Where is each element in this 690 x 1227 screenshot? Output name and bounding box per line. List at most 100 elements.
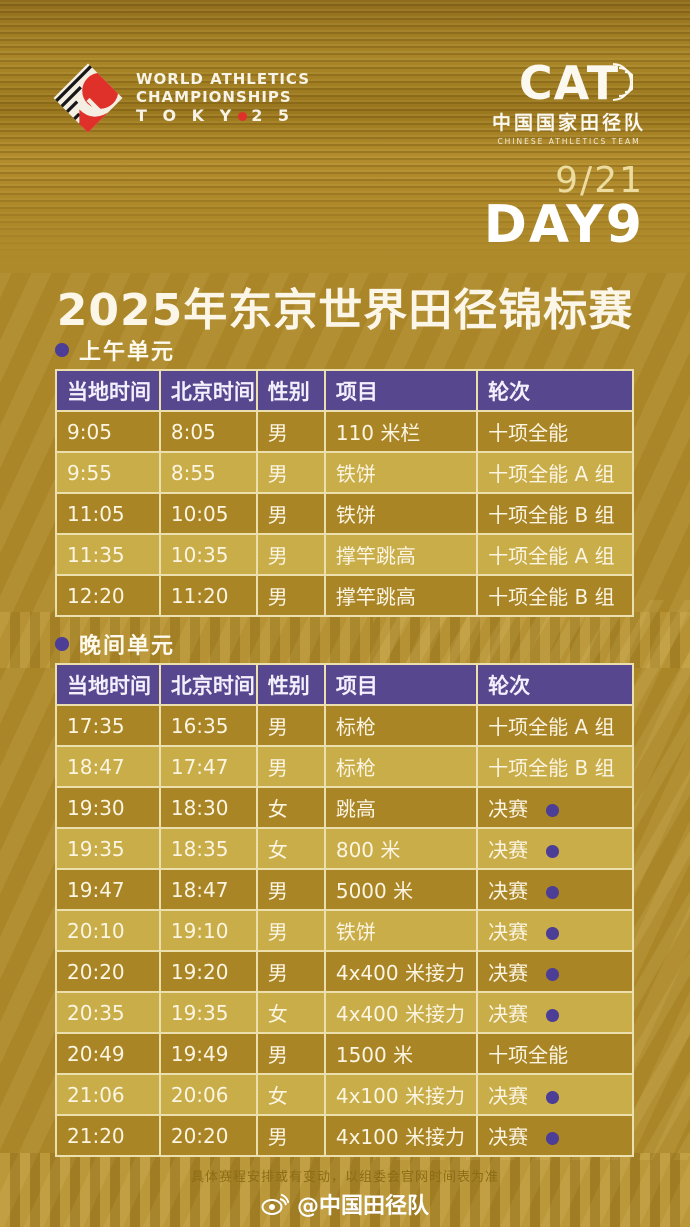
cell-beijing: 19:20	[158, 950, 258, 993]
round-label: 决赛	[488, 879, 529, 903]
schedule-table: 当地时间 北京时间 性别 项目 轮次 17:35 16:35 男标枪 十项全能 A 组 18:4…	[55, 663, 634, 1157]
cell-local: 19:30	[55, 786, 161, 829]
round-label: 十项全能 A 组	[488, 544, 615, 568]
cell-gender: 男	[255, 533, 326, 576]
date-block: 9/21 DAY9	[484, 160, 644, 255]
session-label: 晚间单元	[55, 632, 634, 659]
page-title: 2025年东京世界田径锦标赛	[56, 285, 634, 336]
cat-name-english: CHINESE ATHLETICS TEAM	[497, 137, 641, 146]
cell-event: 4x400 米接力	[323, 991, 479, 1034]
cell-beijing: 20:20	[158, 1114, 258, 1157]
session-label: 上午单元	[55, 338, 634, 365]
column-header: 轮次	[476, 369, 634, 412]
cell-local: 11:35	[55, 533, 161, 576]
cat-logo: CAT 中国国家田径队 CHINESE ATHLETICS TEAM	[492, 60, 646, 146]
column-header: 北京时间	[158, 663, 258, 706]
cell-local: 20:35	[55, 991, 161, 1034]
cell-local: 11:05	[55, 492, 161, 535]
schedule-row: 11:05 10:05 男铁饼 十项全能 B 组	[55, 492, 634, 535]
round-label: 十项全能	[488, 421, 569, 445]
table-header-row: 当地时间 北京时间 性别 项目 轮次	[55, 369, 634, 412]
final-dot-icon	[546, 845, 560, 858]
round-label: 决赛	[488, 838, 529, 862]
schedule-row: 21:06 20:06 女 4x100 米接力 决赛	[55, 1073, 634, 1116]
cell-round: 十项全能 A 组	[476, 451, 634, 494]
schedule-row: 21:20 20:20 男 4x100 米接力 决赛	[55, 1114, 634, 1157]
schedule-table: 当地时间 北京时间 性别 项目 轮次 9:05 8:05 男 110 米栏 十项全能 9:55 8:…	[55, 369, 634, 617]
cell-event: 1500 米	[323, 1032, 479, 1075]
cell-round: 十项全能 B 组	[476, 492, 634, 535]
cell-beijing: 20:06	[158, 1073, 258, 1116]
schedule-row: 20:10 19:10 男铁饼 决赛	[55, 909, 634, 952]
round-label: 决赛	[488, 797, 529, 821]
cell-gender: 女	[255, 786, 326, 829]
schedule-row: 20:20 19:20 男 4x400 米接力 决赛	[55, 950, 634, 993]
date-label: 9/21	[555, 160, 644, 201]
column-header: 性别	[255, 663, 326, 706]
session-block: 晚间单元 当地时间 北京时间 性别 项目 轮次 17:35 16:35 男标枪 十项全能 A …	[55, 632, 634, 1157]
schedule-row: 18:47 17:47 男标枪 十项全能 B 组	[55, 745, 634, 788]
world-athletics-logo: WORLD ATHLETICS CHAMPIONSHIPS T O K Y 2 …	[52, 62, 310, 134]
round-label: 决赛	[488, 1084, 529, 1108]
cell-gender: 男	[255, 574, 326, 617]
final-dot-icon	[546, 1132, 560, 1145]
cell-round: 十项全能 B 组	[476, 745, 634, 788]
cell-gender: 男	[255, 451, 326, 494]
schedule-row: 20:49 19:49 男 1500 米十项全能	[55, 1032, 634, 1075]
wa-logo-line3: T O K Y 2 5	[136, 106, 310, 125]
day-label: DAY9	[483, 195, 644, 255]
session-label-text: 上午单元	[79, 340, 176, 365]
cell-gender: 女	[255, 1073, 326, 1116]
disclaimer-text: 具体赛程安排或有变动，以组委会官网时间表为准	[190, 1170, 499, 1185]
cell-round: 决赛	[476, 991, 634, 1034]
column-header: 北京时间	[158, 369, 258, 412]
cell-event: 4x100 米接力	[323, 1073, 479, 1116]
weibo-credit: @中国田径队	[0, 1188, 690, 1220]
cell-beijing: 18:47	[158, 868, 258, 911]
column-header: 当地时间	[55, 369, 161, 412]
column-header: 项目	[323, 369, 479, 412]
bullet-icon	[55, 637, 69, 651]
stripe-texture-bottom	[0, 1153, 690, 1227]
round-label: 决赛	[488, 920, 529, 944]
stripe-texture-mid	[0, 612, 690, 668]
wa-logo-text: WORLD ATHLETICS CHAMPIONSHIPS T O K Y 2 …	[136, 70, 310, 125]
cell-local: 20:20	[55, 950, 161, 993]
cell-event: 4x100 米接力	[323, 1114, 479, 1157]
cell-local: 20:10	[55, 909, 161, 952]
cell-beijing: 11:20	[158, 574, 258, 617]
schedule-row: 17:35 16:35 男标枪 十项全能 A 组	[55, 704, 634, 747]
schedule-row: 19:30 18:30 女跳高 决赛	[55, 786, 634, 829]
cell-beijing: 18:35	[158, 827, 258, 870]
schedule-row: 9:55 8:55 男铁饼 十项全能 A 组	[55, 451, 634, 494]
final-dot-icon	[546, 1009, 560, 1022]
final-dot-icon	[546, 886, 560, 899]
red-dot-icon	[238, 111, 248, 121]
cell-local: 9:05	[55, 410, 161, 453]
cell-gender: 男	[255, 745, 326, 788]
schedule-row: 9:05 8:05 男 110 米栏 十项全能	[55, 410, 634, 453]
cell-local: 19:47	[55, 868, 161, 911]
cell-round: 决赛	[476, 786, 634, 829]
round-label: 决赛	[488, 961, 529, 985]
cell-event: 铁饼	[323, 492, 479, 535]
cell-event: 铁饼	[323, 909, 479, 952]
cell-event: 铁饼	[323, 451, 479, 494]
final-dot-icon	[546, 804, 560, 817]
cell-gender: 男	[255, 704, 326, 747]
column-header: 性别	[255, 369, 326, 412]
cell-event: 标枪	[323, 745, 479, 788]
cell-round: 十项全能 B 组	[476, 574, 634, 617]
cat-acronym: CAT	[519, 60, 634, 106]
round-label: 十项全能 A 组	[488, 715, 615, 739]
schedule-row: 19:35 18:35 女 800 米决赛	[55, 827, 634, 870]
round-label: 十项全能	[488, 1043, 569, 1067]
cell-local: 20:49	[55, 1032, 161, 1075]
cell-round: 十项全能 A 组	[476, 704, 634, 747]
schedule-row: 19:47 18:47 男 5000 米决赛	[55, 868, 634, 911]
cell-round: 决赛	[476, 909, 634, 952]
cell-beijing: 18:30	[158, 786, 258, 829]
round-label: 决赛	[488, 1002, 529, 1026]
schedule-row: 11:35 10:35 男撑竿跳高 十项全能 A 组	[55, 533, 634, 576]
